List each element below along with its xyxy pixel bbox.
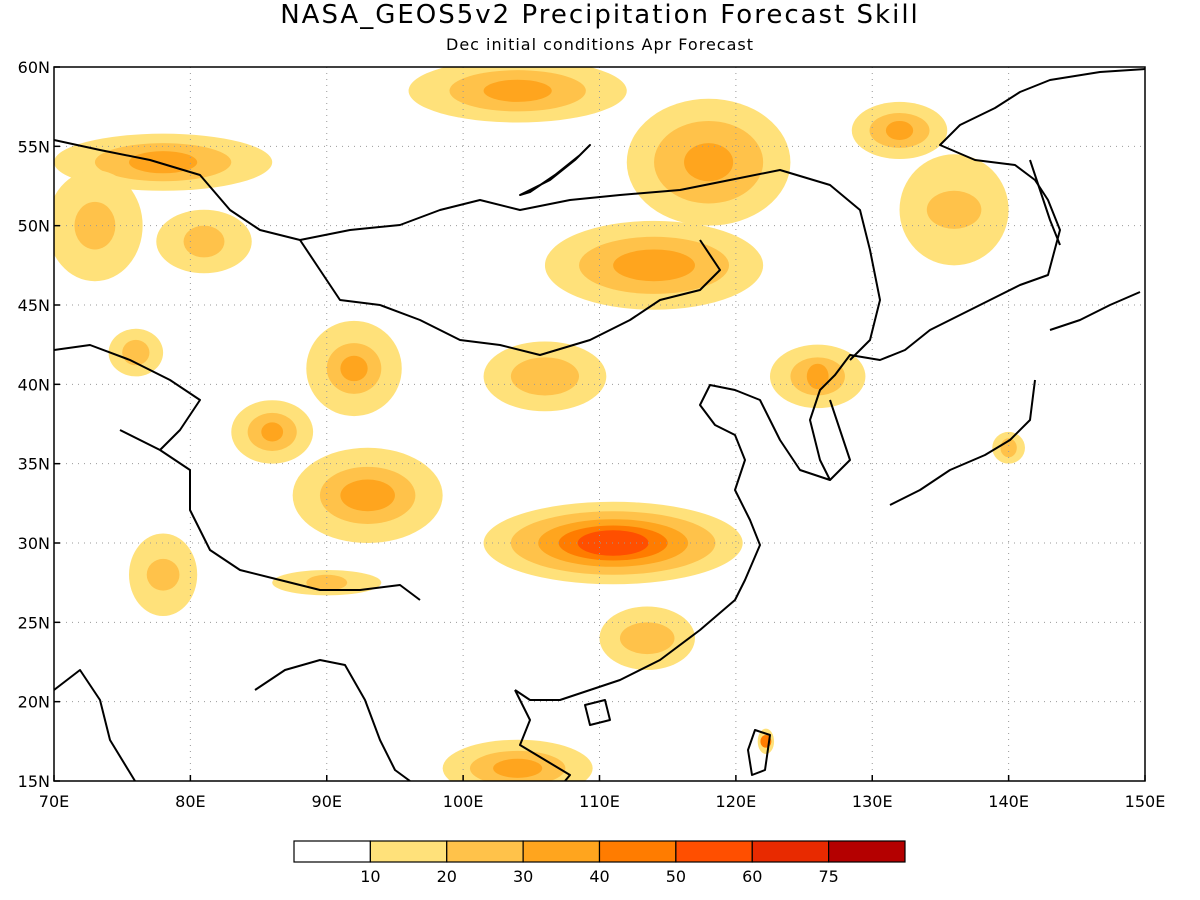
colorbar-swatch xyxy=(293,840,371,863)
tick-label-lat: 55N xyxy=(18,137,50,156)
colorbar: 10 20 30 40 50 60 75 xyxy=(293,840,906,886)
tick-label-lon: 140E xyxy=(988,792,1029,811)
tick-label-lon: 110E xyxy=(579,792,620,811)
border-mongolia xyxy=(299,169,881,361)
skill-area-amur-level-3 xyxy=(885,120,914,140)
tick-label-lat: 20N xyxy=(18,693,50,712)
skill-area-okhotsk-level-2 xyxy=(926,190,982,229)
skill-area-kazakh-north-level-3 xyxy=(129,151,198,174)
colorbar-swatch xyxy=(828,840,906,863)
skill-area-transbaikal-level-3 xyxy=(684,143,734,182)
coastline-hainan xyxy=(584,699,611,726)
coastline-taiwan xyxy=(747,729,771,776)
tick-label-lon: 70E xyxy=(39,792,69,811)
coastline-bay-bengal xyxy=(254,659,411,781)
border-kazakh xyxy=(54,139,301,241)
longitude-axis: 70E 80E 90E 100E 110E 120E 130E 140E 150E xyxy=(39,775,1166,811)
colorbar-label: 60 xyxy=(742,867,762,886)
skill-area-bangladesh-level-2 xyxy=(306,574,348,591)
tick-label-lon: 130E xyxy=(852,792,893,811)
latitude-axis: 15N 20N 25N 30N 35N 40N 45N 50N 55N 60N xyxy=(18,58,60,791)
border-west xyxy=(54,344,201,451)
coastline-india-west xyxy=(54,669,136,781)
skill-area-siberia-north-level-3 xyxy=(483,79,552,102)
skill-field xyxy=(54,67,1025,781)
skill-area-tibet-south-level-3 xyxy=(340,479,395,512)
colorbar-swatch xyxy=(446,840,524,863)
colorbar-swatch xyxy=(751,840,830,863)
skill-area-yangtze-level-5 xyxy=(577,530,649,556)
coastline-indochina xyxy=(514,689,571,781)
colorbar-label: 10 xyxy=(360,867,380,886)
colorbar-swatch xyxy=(369,840,448,863)
coastline-korea xyxy=(829,399,851,481)
coastlines-borders xyxy=(54,68,1145,781)
tick-label-lon: 80E xyxy=(175,792,205,811)
tick-label-lat: 15N xyxy=(18,772,50,791)
colorbar-swatch xyxy=(522,840,601,863)
coastline-japan-hokkaido xyxy=(1049,291,1141,331)
coastline-kamchatka-sakhalin xyxy=(1029,159,1061,246)
skill-area-kazakh-central-level-2 xyxy=(183,225,225,258)
colorbar-label: 40 xyxy=(589,867,609,886)
tick-label-lat: 60N xyxy=(18,58,50,77)
skill-area-kazakh-west-level-2 xyxy=(74,201,116,250)
skill-area-ordos-level-2 xyxy=(510,357,580,396)
colorbar-label: 75 xyxy=(818,867,838,886)
skill-area-liaoning-level-3 xyxy=(806,363,829,390)
skill-area-tibet-north-level-3 xyxy=(340,355,368,382)
colorbar-swatch xyxy=(675,840,753,863)
skill-area-south-china-level-2 xyxy=(619,622,675,655)
lake-baikal xyxy=(519,144,591,196)
tick-label-lat: 40N xyxy=(18,375,50,394)
tick-label-lon: 100E xyxy=(443,792,484,811)
tick-label-lat: 45N xyxy=(18,296,50,315)
border-himalaya xyxy=(119,429,421,601)
tick-label-lat: 25N xyxy=(18,613,50,632)
skill-area-tarim-west-level-2 xyxy=(122,339,150,366)
border-mongolia-south xyxy=(299,239,721,356)
tick-label-lon: 150E xyxy=(1125,792,1166,811)
skill-area-tibet-west-level-3 xyxy=(261,422,284,442)
coastline-east-asia xyxy=(514,68,1145,701)
tick-label-lon: 90E xyxy=(312,792,342,811)
colorbar-label: 30 xyxy=(513,867,533,886)
tick-label-lat: 50N xyxy=(18,217,50,236)
tick-label-lat: 30N xyxy=(18,534,50,553)
skill-area-india-northwest-level-2 xyxy=(146,558,180,591)
colorbar-label: 20 xyxy=(437,867,457,886)
tick-label-lat: 35N xyxy=(18,455,50,474)
skill-area-indochina-south-level-3 xyxy=(493,758,543,778)
coastline-japan-honshu xyxy=(889,379,1036,506)
tick-label-lon: 120E xyxy=(716,792,757,811)
chart-title: NASA_GEOS5v2 Precipitation Forecast Skil… xyxy=(280,0,920,30)
colorbar-label: 50 xyxy=(666,867,686,886)
skill-area-mongolia-east-level-3 xyxy=(613,249,695,282)
colorbar-swatch xyxy=(598,840,677,863)
chart-subtitle: Dec initial conditions Apr Forecast xyxy=(446,35,754,54)
